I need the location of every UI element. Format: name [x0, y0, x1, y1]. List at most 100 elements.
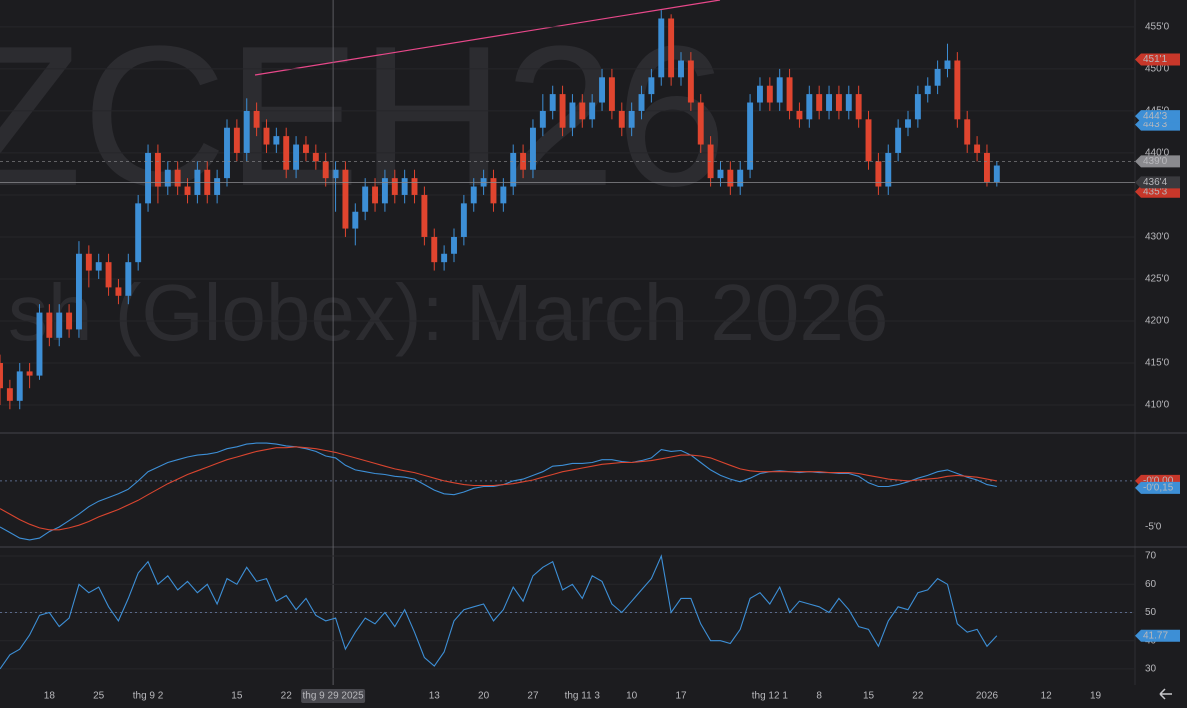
candle-body [115, 287, 122, 296]
y-tick-label: 30 [1145, 664, 1157, 675]
indicator-line [0, 554, 998, 670]
candle-body [589, 102, 596, 120]
x-tick-label: thg 12 1 [752, 691, 789, 702]
candle-body [302, 144, 309, 153]
candle-body [164, 169, 171, 187]
candle-body [865, 119, 872, 162]
candle-body [678, 60, 684, 78]
price-label-bg [1135, 629, 1180, 642]
candle-body [747, 102, 754, 170]
candle-body [608, 77, 615, 111]
candle-body [618, 110, 625, 128]
candle-body [658, 18, 665, 78]
candle-body [628, 110, 635, 128]
candle-body [539, 110, 546, 128]
x-tick-label: 15 [863, 691, 875, 702]
candle-body [233, 127, 240, 153]
candle-body [855, 94, 862, 120]
candle-body [599, 77, 606, 103]
price-label: -0'0,15 [1143, 483, 1174, 494]
candle-body [0, 363, 3, 389]
price-label: -0'0,00 [1143, 476, 1174, 487]
candle-body [668, 18, 675, 78]
candle-body [145, 152, 152, 204]
x-tick-label: 19 [1090, 691, 1102, 702]
x-tick-label: 22 [912, 691, 924, 702]
candle-body [559, 94, 566, 128]
price-label: 436'4 [1143, 177, 1168, 188]
candle-body [806, 94, 813, 120]
price-label-bg [1135, 481, 1180, 494]
price-label: 451'1 [1143, 54, 1168, 65]
candle-body [638, 94, 645, 111]
candle-body [46, 312, 53, 338]
x-tick-label: 18 [44, 691, 56, 702]
crosshair-label-bg [301, 689, 366, 703]
candle-body [36, 312, 43, 376]
candle-body [243, 110, 250, 153]
candle-body [460, 203, 467, 237]
candle-body [105, 262, 112, 288]
candle-body [737, 169, 744, 187]
candle-body [214, 178, 221, 195]
candle-body [441, 253, 448, 263]
y-tick-label: 450'0 [1145, 64, 1170, 75]
candle-body [756, 85, 763, 103]
price-label: 435'3 [1143, 186, 1168, 197]
candle-body [273, 136, 280, 145]
x-tick-label: 27 [527, 691, 539, 702]
y-tick-label: -5'0 [1145, 522, 1162, 533]
x-tick-label: 22 [281, 691, 293, 702]
indicator-line [0, 446, 997, 531]
candle-body [184, 186, 191, 195]
candle-body [154, 152, 161, 187]
x-tick-label: 20 [478, 691, 490, 702]
price-label: 444'3 [1143, 111, 1168, 122]
watermark-name: sh (Globex): March 2026 [8, 268, 888, 357]
candle-body [816, 94, 823, 111]
candle-body [401, 178, 408, 195]
candle-body [510, 152, 517, 187]
candle-body [983, 152, 990, 183]
candle-body [954, 60, 961, 120]
price-label-bg [1135, 185, 1180, 198]
candle-body [895, 127, 902, 153]
y-tick-label: 70 [1145, 551, 1157, 562]
y-tick-label: 440'0 [1145, 148, 1170, 159]
crosshair-label: thg 9 29 2025 [303, 691, 365, 702]
y-tick-label: 420'0 [1145, 316, 1170, 327]
candle-body [224, 127, 230, 179]
x-tick-label: 10 [626, 691, 638, 702]
price-label: 41.77 [1143, 630, 1168, 641]
candle-body [905, 119, 911, 128]
candle-body [875, 161, 882, 187]
candle-body [687, 60, 694, 103]
candle-body [332, 169, 339, 179]
candle-body [648, 77, 655, 95]
price-label-bg [1135, 176, 1180, 189]
candle-body [776, 77, 783, 103]
y-tick-label: 425'0 [1145, 274, 1170, 285]
candle-body [66, 312, 73, 330]
x-tick-label: 25 [93, 691, 105, 702]
y-tick-label: 50 [1145, 607, 1157, 618]
candle-body [56, 312, 63, 338]
candle-body [766, 85, 773, 103]
candle-body [16, 371, 23, 401]
x-tick-label: 12 [1041, 691, 1053, 702]
candle-body [362, 186, 369, 212]
candle-body [786, 77, 793, 111]
candle-body [845, 94, 852, 111]
scroll-back-button[interactable] [1159, 688, 1172, 700]
candle-body [964, 119, 971, 145]
candle-body [579, 102, 586, 120]
x-tick-label: 2026 [976, 691, 999, 702]
price-label-bg [1135, 110, 1180, 123]
candle-body [312, 152, 319, 162]
candle-body [490, 178, 497, 204]
candle-body [26, 371, 33, 376]
candle-body [352, 211, 359, 229]
candle-body [85, 253, 92, 271]
